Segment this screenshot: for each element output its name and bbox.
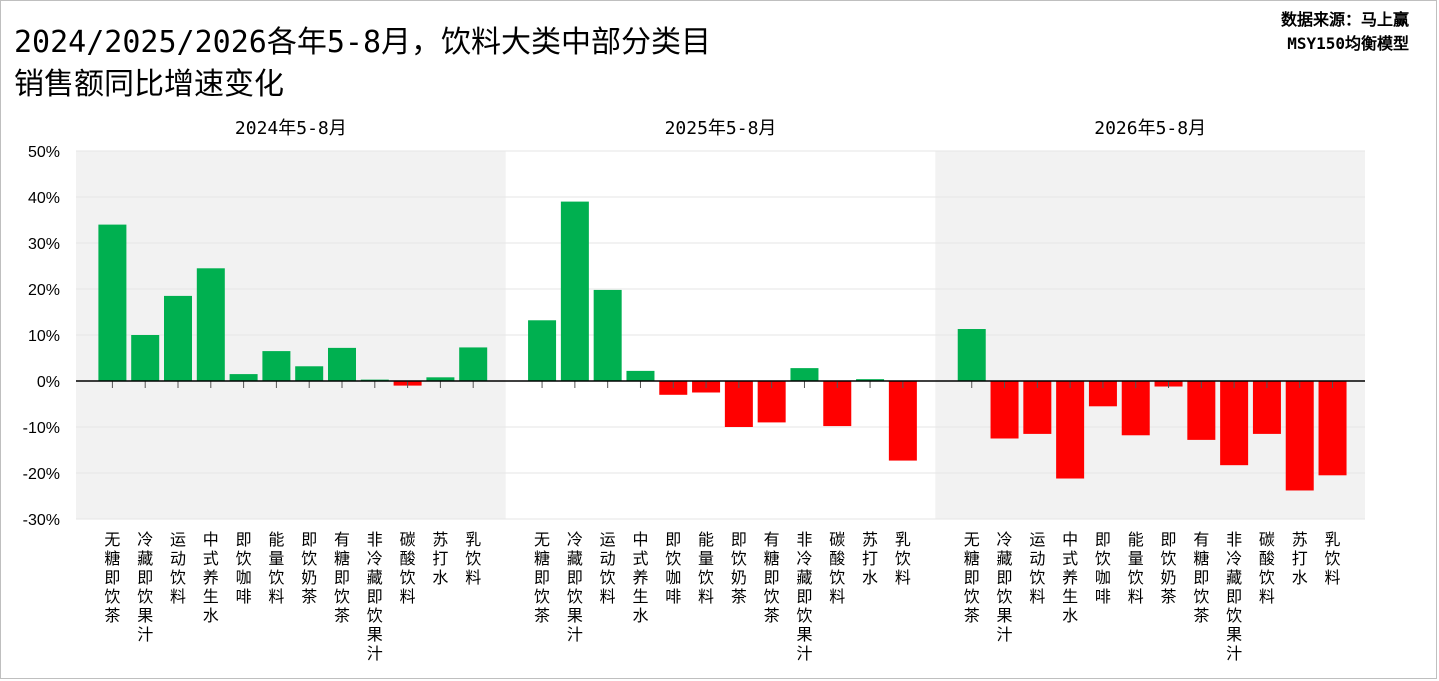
y-tick-label: 50% — [28, 144, 60, 161]
bar — [328, 347, 356, 381]
bar — [593, 289, 622, 381]
bar — [888, 381, 917, 461]
x-tick-label: 中式养生水 — [632, 530, 648, 625]
bar — [1056, 381, 1085, 479]
bar — [823, 381, 852, 427]
x-tick-label: 无糖即饮茶 — [534, 530, 550, 625]
x-tick-label: 无糖即饮茶 — [964, 530, 980, 625]
bar — [262, 351, 291, 381]
x-tick-label: 碳酸饮料 — [829, 530, 845, 606]
x-tick-label: 冷藏即饮果汁 — [137, 530, 153, 644]
bar — [1252, 381, 1281, 434]
x-tick-label: 中式养生水 — [1062, 530, 1078, 625]
bar — [856, 379, 885, 381]
bar — [990, 381, 1019, 439]
y-tick-label: -20% — [23, 466, 60, 483]
bar — [426, 377, 455, 381]
x-tick-label: 乳饮料 — [895, 530, 911, 587]
bar — [1023, 381, 1052, 434]
bar — [1187, 381, 1216, 440]
x-tick-label: 即饮咖啡 — [665, 530, 681, 606]
chart-title: 2024/2025/2026各年5-8月，饮料大类中部分类目 销售额同比增速变化 — [14, 22, 774, 106]
y-tick-label: 30% — [28, 236, 60, 253]
bar — [957, 329, 986, 381]
bar — [164, 295, 192, 381]
bar — [790, 368, 819, 381]
x-tick-label: 运动饮料 — [600, 530, 616, 606]
bar — [131, 335, 160, 381]
x-tick-label: 乳饮料 — [1325, 530, 1341, 587]
x-tick-label: 碳酸饮料 — [400, 530, 416, 606]
x-tick-label: 即饮咖啡 — [236, 530, 252, 606]
bar — [196, 268, 225, 381]
x-tick-label: 非冷藏即饮果汁 — [796, 530, 812, 663]
bar — [1318, 381, 1347, 476]
bar — [98, 224, 127, 381]
bar — [1121, 381, 1150, 436]
x-tick-label: 无糖即饮茶 — [104, 530, 120, 625]
x-tick-label: 有糖即饮茶 — [764, 530, 780, 625]
y-tick-label: 20% — [28, 282, 60, 299]
y-tick-label: 10% — [28, 328, 60, 345]
x-tick-label: 能量饮料 — [1128, 530, 1144, 606]
bar — [459, 347, 488, 381]
x-tick-label: 运动饮料 — [170, 530, 186, 606]
x-tick-label: 即饮奶茶 — [1161, 530, 1177, 606]
x-tick-label: 苏打水 — [1292, 530, 1308, 587]
x-tick-label: 能量饮料 — [268, 530, 284, 606]
x-tick-label: 有糖即饮茶 — [334, 530, 350, 625]
x-tick-label: 冷藏即饮果汁 — [997, 530, 1013, 644]
bar — [528, 320, 557, 381]
bar — [560, 201, 589, 381]
x-tick-label: 即饮奶茶 — [301, 530, 317, 606]
x-tick-label: 有糖即饮茶 — [1193, 530, 1209, 625]
bar — [626, 370, 655, 381]
x-tick-label: 乳饮料 — [465, 530, 481, 587]
data-source-line1: 数据来源：马上赢 — [1280, 10, 1409, 29]
panel-title: 2025年5-8月 — [665, 118, 777, 139]
data-source-line2: MSY150均衡模型 — [1287, 34, 1409, 53]
panel-title: 2026年5-8月 — [1094, 118, 1206, 139]
chart-title-line1: 2024/2025/2026各年5-8月，饮料大类中部分类目 — [14, 25, 712, 60]
data-source-note: 数据来源：马上赢 MSY150均衡模型 — [1281, 8, 1409, 56]
bar — [229, 374, 258, 381]
x-tick-label: 能量饮料 — [698, 530, 714, 606]
x-tick-label: 非冷藏即饮果汁 — [1226, 530, 1242, 663]
bar — [1285, 381, 1314, 491]
y-tick-label: -10% — [23, 420, 60, 437]
bar — [1220, 381, 1249, 466]
chart-title-line2: 销售额同比增速变化 — [14, 67, 284, 102]
x-tick-label: 冷藏即饮果汁 — [567, 530, 583, 644]
y-tick-label: 40% — [28, 190, 60, 207]
x-tick-label: 即饮咖啡 — [1095, 530, 1111, 606]
x-tick-label: 碳酸饮料 — [1259, 530, 1275, 606]
y-tick-label: -30% — [23, 512, 60, 529]
x-tick-label: 运动饮料 — [1029, 530, 1045, 606]
x-tick-label: 苏打水 — [862, 530, 878, 587]
panel-title: 2024年5-8月 — [235, 118, 347, 139]
bar — [295, 366, 324, 381]
x-tick-label: 即饮奶茶 — [731, 530, 747, 606]
bar — [724, 381, 753, 427]
x-tick-label: 中式养生水 — [203, 530, 219, 625]
y-tick-label: 0% — [37, 374, 60, 391]
x-tick-label: 苏打水 — [432, 530, 448, 587]
x-tick-label: 非冷藏即饮果汁 — [367, 530, 383, 663]
